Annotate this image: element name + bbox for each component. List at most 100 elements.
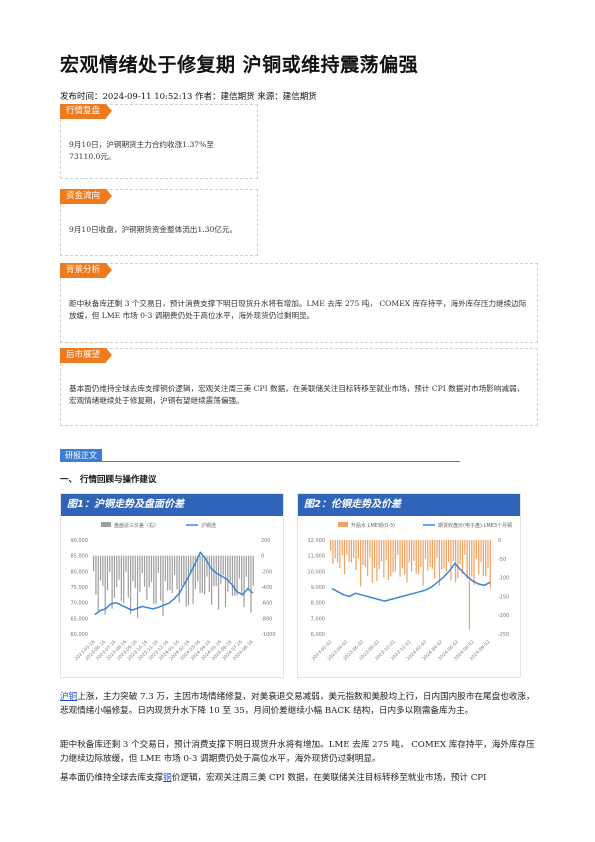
spread-bar: [404, 540, 406, 575]
spread-bar: [367, 540, 369, 576]
spread-bar: [104, 555, 106, 615]
spread-bar: [422, 540, 424, 586]
spread-bar: [473, 540, 475, 585]
research-body-tag: 研报正文: [60, 449, 102, 462]
spread-bar: [468, 540, 471, 631]
spread-bar: [238, 555, 240, 579]
paragraph-3: 基本面仍维持全球去库支撑铜价逻辑，宏观关注周三美 CPI 数据，在美联储关注目标…: [60, 771, 538, 785]
spread-bar: [390, 540, 392, 577]
spread-bar: [360, 540, 362, 587]
spread-bar: [411, 540, 413, 572]
paragraph-1-text: 上涨，主力突破 7.3 万，主因市场情绪修复，对美衰退交易减弱，美元指数和美股均…: [60, 692, 535, 716]
background-tag: 背景分析: [60, 263, 113, 278]
spread-bar: [464, 540, 466, 556]
spread-bar: [436, 540, 438, 559]
spread-bar: [229, 555, 231, 582]
spread-bar: [415, 540, 417, 574]
spread-bar: [234, 555, 236, 596]
y-right-tick-label: -1000: [261, 632, 276, 638]
y-right-tick-label: 0: [498, 538, 501, 544]
spread-bar: [369, 540, 371, 558]
spread-bar: [431, 540, 434, 569]
legend-label-spread: 盘面近三价差（右）: [114, 522, 159, 529]
spread-bar: [343, 540, 346, 575]
spread-bar: [167, 555, 169, 591]
spread-bar: [120, 555, 122, 601]
spread-bar: [357, 540, 359, 559]
spread-bar: [132, 555, 134, 582]
fund-flow-tag: 资金流向: [60, 189, 113, 204]
spread-bar: [478, 540, 480, 575]
spread-bar: [408, 540, 410, 563]
spread-bar: [134, 555, 136, 589]
spread-bar: [355, 540, 357, 571]
spread-bar: [392, 540, 394, 573]
spread-bar: [387, 540, 390, 580]
spread-bar: [413, 540, 415, 562]
spread-bar: [385, 540, 387, 561]
spread-bar: [208, 555, 210, 593]
legend-swatch-spread: [338, 522, 348, 527]
spread-bar: [427, 540, 429, 571]
spread-bar: [373, 540, 376, 569]
spread-bar: [346, 540, 348, 555]
spread-bar: [341, 540, 343, 556]
spread-bar: [192, 555, 194, 604]
copper-link[interactable]: 沪铜: [60, 692, 78, 702]
spread-bar: [106, 555, 109, 591]
spread-bar: [97, 555, 99, 612]
spread-bar: [146, 555, 148, 601]
spread-bar: [222, 555, 224, 576]
y-right-tick-label: -800: [261, 616, 272, 622]
legend-label-price: 沪铜连: [201, 522, 216, 529]
spread-bar: [174, 555, 176, 575]
spread-bar: [489, 540, 491, 589]
y-left-tick-label: 12,000: [308, 538, 326, 544]
spread-bar: [424, 540, 427, 559]
spread-bar: [206, 555, 208, 577]
spread-bar: [220, 555, 222, 585]
spread-bar: [445, 540, 447, 572]
spread-bar: [141, 555, 143, 574]
chart-1: 图1：沪铜走势及盘面价差 盘面近三价差（右） 沪铜连 90,000 85,000 80,…: [60, 493, 284, 678]
spread-bar: [471, 540, 473, 577]
spread-bar: [364, 540, 366, 567]
spread-bar: [362, 540, 364, 566]
spread-bar: [150, 555, 153, 582]
spread-bar: [204, 555, 206, 595]
spread-bar: [241, 555, 243, 595]
spread-bar: [113, 555, 116, 598]
spread-bar: [330, 540, 332, 551]
spread-bar: [153, 555, 155, 604]
spread-bar: [350, 540, 353, 563]
y-right-tick-label: 200: [261, 538, 271, 544]
fund-flow-box: 资金流向 9月10日收盘，沪铜期货资金整体流出1.30亿元。: [60, 189, 258, 256]
background-box: 背景分析 距中秋备库还剩 3 个交易日，预计消费支撑下明日现货升水将有增加。LM…: [60, 263, 538, 343]
spread-bar: [459, 540, 461, 564]
spread-bar: [194, 555, 197, 590]
spread-bar: [454, 540, 457, 583]
spread-bar: [397, 540, 399, 556]
background-text: 距中秋备库还剩 3 个交易日，预计消费支撑下明日现货升水将有增加。LME 去库 …: [69, 299, 527, 320]
spread-bar: [169, 555, 171, 590]
spread-bar: [201, 555, 203, 593]
spread-bar: [190, 555, 192, 575]
spread-bar: [109, 555, 111, 572]
spread-bar: [102, 555, 104, 586]
spread-bar: [420, 540, 422, 567]
y-right-tick-label: -100: [498, 576, 509, 582]
spread-bar: [139, 555, 141, 592]
spread-bar: [197, 555, 199, 582]
y-left-tick-label: 85,000: [71, 554, 89, 560]
spread-bar: [199, 555, 201, 594]
spread-bar: [443, 540, 445, 568]
spread-bar: [224, 555, 227, 607]
spread-bar: [180, 555, 183, 587]
spread-bar: [466, 540, 468, 580]
y-right-tick-label: -600: [261, 601, 272, 607]
spread-bar: [371, 540, 373, 583]
spread-bar: [160, 555, 162, 601]
spread-bar: [376, 540, 378, 581]
copper-link-2[interactable]: 铜: [163, 773, 172, 783]
y-right-tick-label: 0: [261, 554, 264, 560]
